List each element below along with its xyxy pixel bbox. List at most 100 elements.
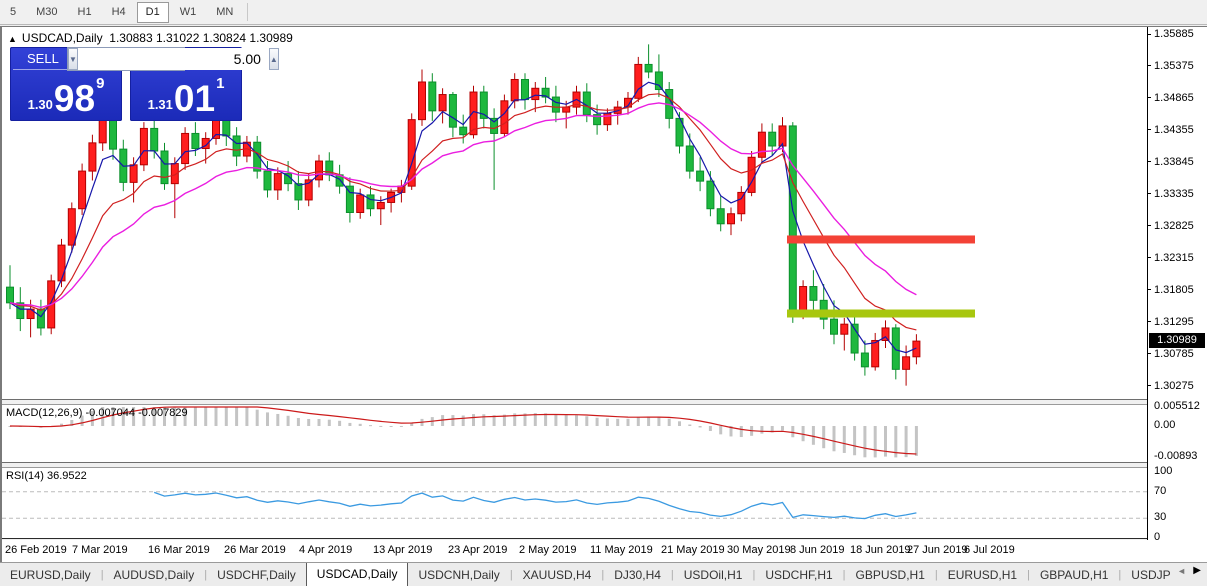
timeframe-5[interactable]: 5 xyxy=(10,6,17,18)
tab-divider: | xyxy=(1118,569,1122,581)
macd-axis-label: -0.00893 xyxy=(1154,450,1198,462)
price-tick-label: 1.34865 xyxy=(1154,91,1194,104)
rsi-line xyxy=(153,491,917,520)
price-tick-label: 1.31805 xyxy=(1154,283,1194,296)
rsi-axis-label: 0 xyxy=(1154,531,1161,543)
tab-divider: | xyxy=(601,569,605,581)
tab-gbpaud-h1[interactable]: GBPAUD,H1 xyxy=(1039,568,1109,582)
tab-usdcad-daily[interactable]: USDCAD,Daily xyxy=(305,563,409,586)
price-tick xyxy=(1148,225,1151,226)
rsi-chart[interactable] xyxy=(2,468,1147,540)
price-tick-label: 1.31295 xyxy=(1154,315,1194,328)
bid-prefix: 1.30 xyxy=(27,97,53,112)
price-tick-label: 1.35885 xyxy=(1154,28,1194,40)
date-axis[interactable]: 26 Feb 2019 7 Mar 2019 16 Mar 2019 26 Mar 2… xyxy=(2,540,1207,563)
date-tick-label: 21 May 2019 xyxy=(661,544,725,556)
price-tick xyxy=(1148,257,1151,258)
bid-price: 1.30 98 9 xyxy=(10,73,122,119)
date-tick-label: 2 May 2019 xyxy=(519,544,577,556)
one-click-trade-widget: SELL 1.30 98 9 BUY 1.31 01 1 xyxy=(10,47,279,123)
tab-usdoil-h1[interactable]: USDOil,H1 xyxy=(683,568,743,582)
rsi-panel[interactable]: RSI(14) 36.9522 xyxy=(2,467,1207,539)
tab-eurusd-daily[interactable]: EURUSD,Daily xyxy=(10,568,91,582)
ask-prefix: 1.31 xyxy=(147,97,173,112)
ask-big-digits: 01 xyxy=(173,78,216,119)
symbol-label: USDCAD,Daily xyxy=(21,31,103,45)
candlestick-chart[interactable] xyxy=(2,27,1147,400)
price-tick-label: 1.33845 xyxy=(1154,155,1194,168)
panel-separator[interactable] xyxy=(2,400,1207,404)
price-axis[interactable]: 1.30989 1.35885 1.35375 1.34865 1.34355 1.33… xyxy=(1147,27,1207,543)
price-tick-label: 1.33335 xyxy=(1154,187,1194,200)
rsi-axis-label: 70 xyxy=(1154,484,1167,497)
macd-panel[interactable]: MACD(12,26,9) -0.007044 -0.007829 xyxy=(2,404,1207,463)
price-tick-label: 1.30275 xyxy=(1154,379,1194,392)
chart-window: ▲ USDCAD,Daily 1.30883 1.31022 1.30824 1.… xyxy=(0,26,1207,563)
tab-dj30-h4[interactable]: DJ30,H4 xyxy=(614,568,661,582)
date-tick-label: 7 Mar 2019 xyxy=(72,544,128,556)
ask-price: 1.31 01 1 xyxy=(130,73,242,119)
tab-divider: | xyxy=(1027,569,1030,581)
tab-eurusd-h1[interactable]: EURUSD,H1 xyxy=(947,568,1018,582)
date-tick-label: 6 Jul 2019 xyxy=(964,544,1015,556)
price-tick xyxy=(1148,321,1151,322)
ohlc-values: 1.30883 1.31022 1.30824 1.30989 xyxy=(109,31,293,45)
volume-input[interactable] xyxy=(77,48,269,70)
price-tick-label: 1.35375 xyxy=(1154,59,1194,72)
timeframe-h4[interactable]: H4 xyxy=(111,6,126,18)
tab-audusd-daily[interactable]: AUDUSD,Daily xyxy=(113,568,195,582)
rsi-axis-label: 100 xyxy=(1154,465,1173,477)
tab-divider: | xyxy=(934,569,938,581)
sell-button[interactable]: SELL xyxy=(13,47,119,70)
price-tick-label: 1.30785 xyxy=(1154,347,1194,360)
date-tick-label: 8 Jun 2019 xyxy=(790,544,845,556)
price-tick xyxy=(1148,193,1151,194)
timeframe-m30[interactable]: M30 xyxy=(36,6,58,18)
price-tick-label: 1.32315 xyxy=(1154,251,1194,264)
price-tick xyxy=(1148,161,1151,162)
volume-increase-icon[interactable]: ▲ xyxy=(268,48,279,70)
date-tick-label: 26 Feb 2019 xyxy=(5,544,67,556)
tab-scroll-right-icon[interactable]: ▶ xyxy=(1193,565,1201,576)
timeframe-w1[interactable]: W1 xyxy=(179,6,197,18)
macd-chart[interactable] xyxy=(2,405,1147,464)
timeframe-toolbar: 5 M30 H1 H4 D1 W1 MN xyxy=(0,0,1207,25)
chart-title: ▲ USDCAD,Daily 1.30883 1.31022 1.30824 1.… xyxy=(8,31,293,45)
date-tick-label: 23 Apr 2019 xyxy=(448,544,508,556)
price-chart-panel[interactable]: ▲ USDCAD,Daily 1.30883 1.31022 1.30824 1.… xyxy=(2,27,1207,400)
date-tick-label: 26 Mar 2019 xyxy=(224,544,286,556)
tab-divider: | xyxy=(752,569,756,581)
price-tick xyxy=(1148,97,1151,98)
ask-pip-digit: 1 xyxy=(216,75,225,92)
toolbar-divider xyxy=(247,3,249,21)
tab-xauusd-h4[interactable]: XAUUSD,H4 xyxy=(522,568,592,582)
tab-divider: | xyxy=(670,569,674,581)
bid-pip-digit: 9 xyxy=(96,75,105,92)
tab-usdchf-h1[interactable]: USDCHF,H1 xyxy=(765,568,833,582)
macd-axis-label: 0.005512 xyxy=(1154,399,1200,412)
price-tick xyxy=(1148,65,1151,66)
price-tick-label: 1.34355 xyxy=(1154,123,1194,136)
price-tick xyxy=(1148,385,1151,386)
tab-divider: | xyxy=(100,569,104,581)
macd-label: MACD(12,26,9) -0.007044 -0.007829 xyxy=(6,407,188,419)
support-line[interactable] xyxy=(787,309,975,318)
date-tick-label: 30 May 2019 xyxy=(727,544,791,556)
tab-divider: | xyxy=(509,569,513,581)
tab-scroll-left-icon[interactable]: ◄ xyxy=(1177,566,1186,576)
timeframe-h1[interactable]: H1 xyxy=(77,6,92,18)
resistance-line[interactable] xyxy=(787,235,975,244)
collapse-toggle-icon[interactable]: ▲ xyxy=(8,34,17,44)
tab-usdcnh-daily[interactable]: USDCNH,Daily xyxy=(418,568,500,582)
tab-usdchf-daily[interactable]: USDCHF,Daily xyxy=(217,568,296,582)
price-tick-label: 1.32825 xyxy=(1154,219,1194,232)
tab-gbpusd-h1[interactable]: GBPUSD,H1 xyxy=(855,568,925,582)
volume-decrease-icon[interactable]: ▼ xyxy=(68,48,78,70)
tab-usdjp[interactable]: USDJP xyxy=(1131,568,1171,582)
timeframe-d1[interactable]: D1 xyxy=(136,1,169,23)
chart-tab-bar: EURUSD,Daily | AUDUSD,Daily | USDCHF,Daily US… xyxy=(0,562,1207,586)
volume-spinner: ▼ ▲ xyxy=(67,47,279,71)
panel-separator[interactable] xyxy=(2,463,1207,467)
timeframe-mn[interactable]: MN xyxy=(216,6,234,18)
